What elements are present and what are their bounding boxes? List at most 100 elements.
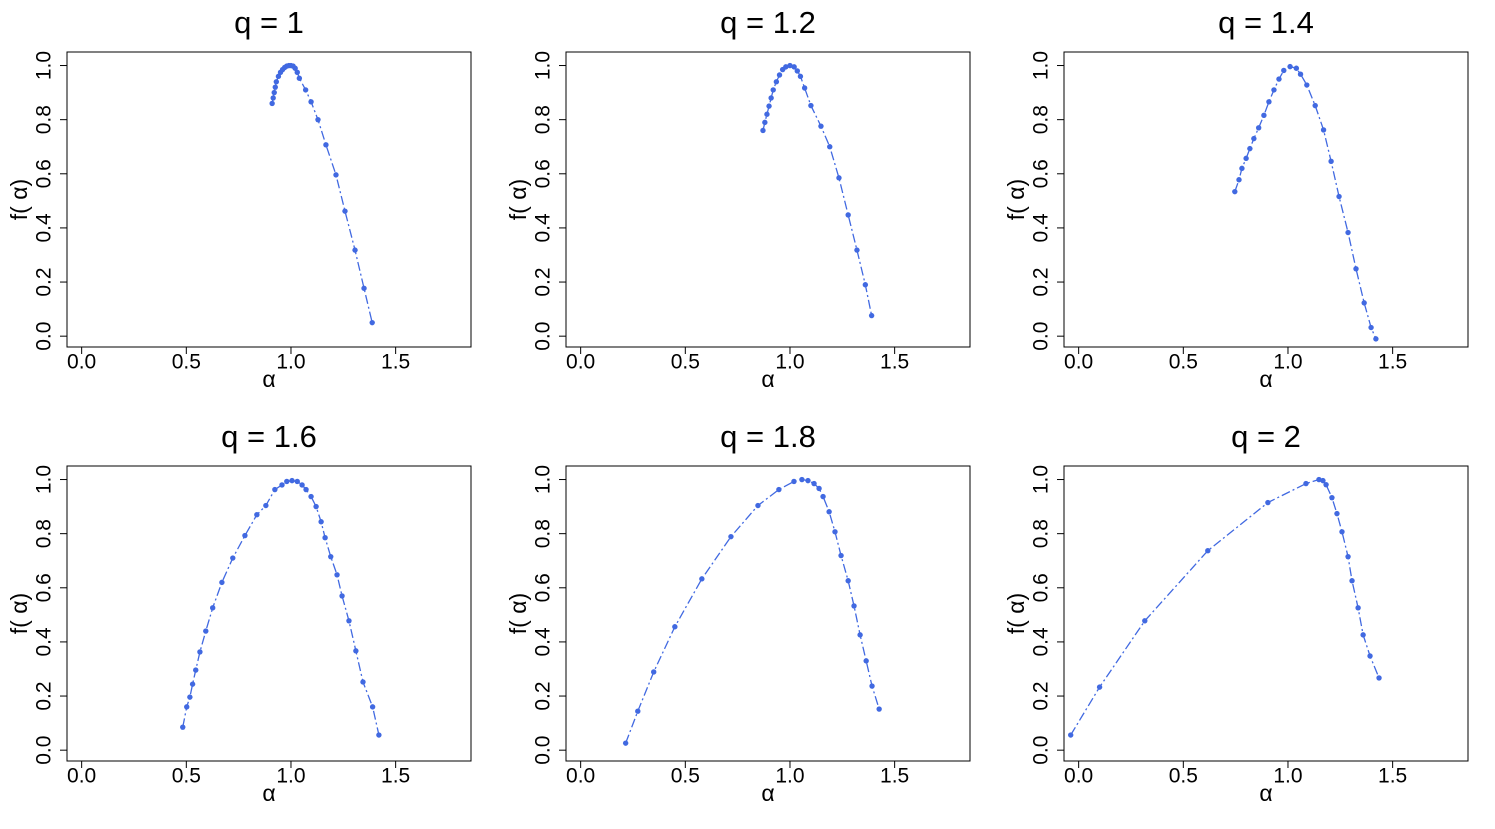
plot-area xyxy=(180,477,382,738)
y-tick-label: 0.2 xyxy=(532,681,555,710)
data-point xyxy=(816,485,822,492)
x-tick-label: 1.5 xyxy=(1378,351,1407,374)
data-point xyxy=(1334,510,1340,517)
x-tick-label: 0.5 xyxy=(671,351,700,374)
data-point xyxy=(209,605,216,611)
x-tick-label: 0.0 xyxy=(566,351,595,374)
data-point xyxy=(805,477,811,484)
data-point xyxy=(1096,684,1103,690)
y-tick-label: 0.2 xyxy=(1030,681,1053,710)
y-tick-label: 0.4 xyxy=(1030,627,1053,657)
data-point xyxy=(1328,158,1334,165)
y-tick-label: 1.0 xyxy=(1030,465,1053,494)
x-tick-label: 0.5 xyxy=(1169,765,1198,788)
data-point xyxy=(863,658,869,664)
data-point xyxy=(862,282,869,288)
curve-line xyxy=(625,478,880,744)
y-tick-label: 0.2 xyxy=(33,267,56,296)
data-point xyxy=(1349,578,1355,584)
x-tick-label: 1.5 xyxy=(381,351,410,374)
data-point xyxy=(1287,63,1293,70)
data-point xyxy=(755,502,761,509)
data-point xyxy=(1276,76,1282,82)
data-point xyxy=(1304,82,1310,88)
x-tick-label: 1.0 xyxy=(276,765,305,788)
data-point xyxy=(270,95,276,101)
data-point xyxy=(346,618,352,624)
data-point xyxy=(766,103,772,109)
y-axis-label: f( α) xyxy=(6,179,32,220)
data-point xyxy=(197,649,203,655)
data-point xyxy=(791,478,797,485)
data-point xyxy=(845,578,851,584)
y-tick-label: 0.8 xyxy=(33,105,56,134)
data-point xyxy=(799,476,805,483)
data-point xyxy=(1361,300,1367,306)
data-point xyxy=(868,312,875,319)
data-point xyxy=(328,553,334,560)
y-tick-label: 0.0 xyxy=(1030,322,1053,351)
data-point xyxy=(269,100,275,107)
data-point xyxy=(318,519,324,525)
x-tick-label: 1.0 xyxy=(775,351,804,374)
x-tick-label: 1.0 xyxy=(276,351,305,374)
x-tick-label: 1.0 xyxy=(1273,765,1302,788)
x-tick-label: 1.0 xyxy=(775,765,804,788)
plot-area xyxy=(269,62,375,326)
data-point xyxy=(342,208,348,214)
y-tick-label: 1.0 xyxy=(33,51,56,80)
y-tick-label: 0.2 xyxy=(532,267,555,296)
data-point xyxy=(699,576,705,582)
y-tick-label: 0.6 xyxy=(532,159,555,188)
panel: q = 2 α f( α) 0.0 0.5 1.0 1.5 0.0 0.2 0.4 0.6 0.8 1.… xyxy=(1003,419,1469,806)
data-point xyxy=(854,247,860,253)
data-point xyxy=(773,79,780,85)
curve-line xyxy=(1234,65,1377,340)
data-point xyxy=(764,111,770,117)
data-point xyxy=(1320,477,1326,484)
data-point xyxy=(1205,548,1211,554)
data-point xyxy=(1367,653,1373,659)
data-point xyxy=(353,648,359,654)
panel-title: q = 1.2 xyxy=(720,5,816,40)
plot-frame xyxy=(565,465,971,762)
data-point xyxy=(1312,102,1318,109)
data-point xyxy=(811,480,817,487)
x-tick-label: 0.5 xyxy=(1169,351,1198,374)
x-tick-label: 1.5 xyxy=(381,765,410,788)
data-point xyxy=(272,486,278,493)
data-point xyxy=(1297,71,1304,77)
data-point xyxy=(1293,65,1300,71)
data-point xyxy=(827,144,833,150)
data-point xyxy=(184,704,190,710)
data-point xyxy=(263,502,269,509)
data-point xyxy=(801,85,808,91)
data-point xyxy=(672,624,678,630)
panel: q = 1.6 α f( α) 0.0 0.5 1.0 1.5 0.0 0.2 0.4 0.6 0.8… xyxy=(6,419,472,806)
plot-frame xyxy=(66,465,472,762)
panel: q = 1.8 α f( α) 0.0 0.5 1.0 1.5 0.0 0.2 0.4 0.6 0.8… xyxy=(505,419,971,806)
plot-area xyxy=(760,62,875,319)
data-point xyxy=(279,482,285,488)
data-point xyxy=(303,486,309,493)
data-point xyxy=(622,740,629,746)
data-point xyxy=(1368,324,1374,331)
data-point xyxy=(1265,499,1271,506)
x-tick-label: 1.5 xyxy=(1378,765,1407,788)
y-tick-label: 0.4 xyxy=(33,213,56,243)
data-point xyxy=(838,552,844,559)
y-axis-label: f( α) xyxy=(505,593,531,634)
data-point xyxy=(323,142,329,148)
x-tick-label: 1.5 xyxy=(880,765,909,788)
data-point xyxy=(1373,336,1379,342)
curve-line xyxy=(762,64,873,316)
data-point xyxy=(334,572,340,578)
plot-area xyxy=(622,476,882,746)
y-tick-label: 0.2 xyxy=(33,681,56,710)
data-point xyxy=(818,123,824,129)
data-point xyxy=(1251,135,1257,142)
curve-line xyxy=(271,64,373,323)
panel-title: q = 1.4 xyxy=(1218,5,1314,40)
data-point xyxy=(294,478,300,485)
data-point xyxy=(187,694,193,700)
